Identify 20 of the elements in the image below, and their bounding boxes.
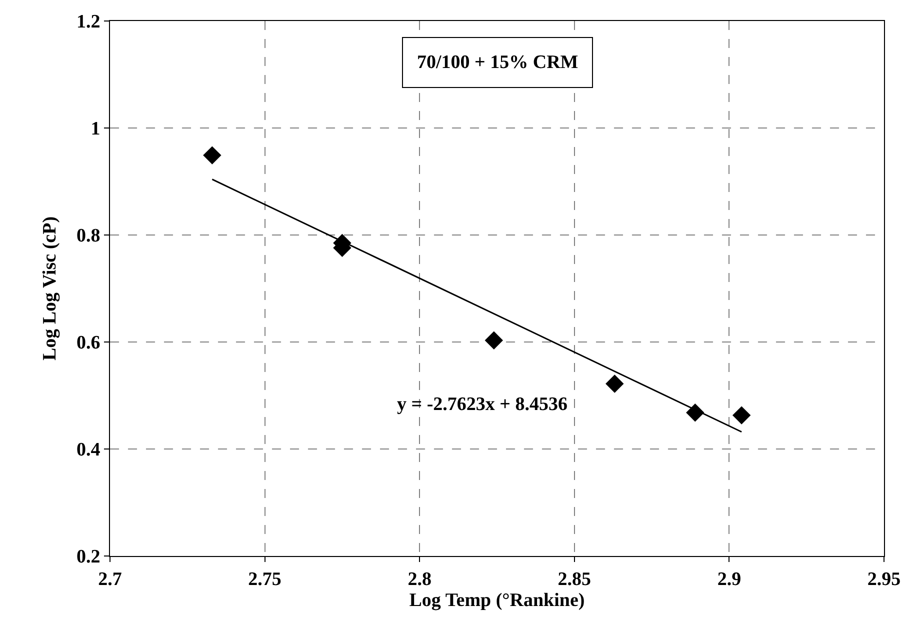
x-tick-label: 2.8 — [408, 568, 432, 590]
annotation: y = -2.7623x + 8.4536 — [397, 394, 568, 415]
y-tick-label: 0.6 — [76, 332, 100, 354]
point — [606, 374, 624, 393]
x-tick-label: 2.75 — [248, 568, 282, 590]
y-tick-label: 1.2 — [76, 12, 100, 33]
x-tick-label: 2.85 — [558, 568, 592, 590]
y-tick-label: 1 — [90, 118, 100, 140]
y-tick-label: 0.8 — [76, 226, 100, 247]
point — [484, 331, 503, 350]
x-tick-label: 2.9 — [717, 568, 742, 590]
y-tick-label: 0.4 — [76, 440, 101, 461]
x-axis-title: Log Temp (°Rankine) — [409, 590, 585, 611]
y-axis-title: Log Log Visc (cP) — [39, 216, 60, 361]
point — [732, 406, 751, 424]
point — [203, 146, 222, 164]
x-tick-label: 2.7 — [98, 568, 122, 590]
x-tick-label: 2.95 — [867, 568, 901, 590]
y-tick-label: 0.2 — [76, 546, 100, 568]
text: 70/100 + 15% CRM — [417, 52, 578, 73]
